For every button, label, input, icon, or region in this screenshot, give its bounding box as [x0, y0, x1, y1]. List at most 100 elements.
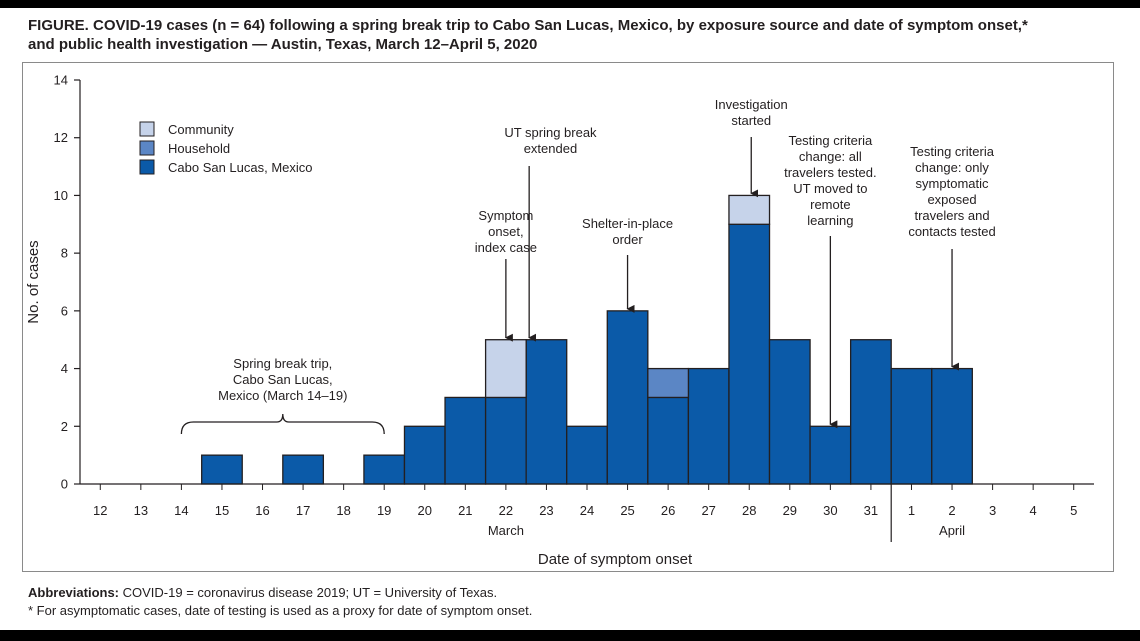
annotation-5-line-1: Testing criteria — [788, 133, 873, 148]
annotation-2-line-2: extended — [524, 141, 578, 156]
y-tick-label-4: 4 — [61, 361, 68, 376]
bar-cabo-san-lucas-mexico-15 — [201, 454, 243, 485]
footnotes: Abbreviations: COVID-19 = coronavirus di… — [28, 584, 532, 620]
bar-cabo-san-lucas-mexico-28 — [728, 223, 771, 485]
x-tick-label-30-18: 30 — [823, 503, 837, 518]
annotation-1-line-3: index case — [475, 240, 537, 255]
y-tick-label-0: 0 — [61, 477, 68, 492]
bar-cabo-san-lucas-mexico-27 — [687, 367, 730, 485]
abbreviations-text: COVID-19 = coronavirus disease 2019; UT … — [119, 585, 498, 600]
x-tick-label-2-21: 2 — [948, 503, 955, 518]
bottom-border-bar — [0, 630, 1140, 641]
bar-cabo-san-lucas-mexico-20 — [403, 425, 446, 485]
annotation-6-line-2: change: only — [915, 160, 989, 175]
y-tick-label-8: 8 — [61, 246, 68, 261]
legend-swatch-community — [139, 121, 155, 137]
legend-label-community: Community — [168, 122, 234, 137]
chart-frame — [22, 62, 1114, 572]
abbreviations-note: Abbreviations: COVID-19 = coronavirus di… — [28, 584, 532, 602]
bar-cabo-san-lucas-mexico-22 — [484, 396, 527, 485]
annotation-6-line-6: contacts tested — [908, 224, 995, 239]
x-tick-label-28-16: 28 — [742, 503, 756, 518]
x-tick-label-16-4: 16 — [255, 503, 269, 518]
annotation-4-line-2: started — [731, 113, 771, 128]
x-tick-label-31-19: 31 — [864, 503, 878, 518]
bracket-label-line-3: Mexico (March 14–19) — [218, 388, 347, 403]
x-tick-label-19-7: 19 — [377, 503, 391, 518]
figure-title-line-1: FIGURE. COVID-19 cases (n = 64) followin… — [28, 17, 1028, 34]
x-tick-label-21-9: 21 — [458, 503, 472, 518]
y-tick-label-12: 12 — [54, 130, 68, 145]
y-tick-label-14: 14 — [54, 73, 68, 88]
y-axis-title: No. of cases — [25, 240, 42, 323]
x-tick-label-20-8: 20 — [418, 503, 432, 518]
annotation-2-line-1: UT spring break — [504, 125, 597, 140]
x-tick-label-14-2: 14 — [174, 503, 188, 518]
y-tick-label-2: 2 — [61, 419, 68, 434]
x-tick-label-17-5: 17 — [296, 503, 310, 518]
x-tick-label-13-1: 13 — [134, 503, 148, 518]
bar-community-28 — [728, 194, 771, 225]
bar-cabo-san-lucas-mexico-19 — [363, 454, 406, 485]
annotation-3-line-2: order — [612, 232, 643, 247]
annotation-4-line-1: Investigation — [715, 97, 788, 112]
annotation-5-line-2: change: all — [799, 149, 862, 164]
x-tick-label-22-10: 22 — [499, 503, 513, 518]
month-label-april: April — [939, 523, 965, 538]
bar-cabo-san-lucas-mexico-30 — [809, 425, 852, 485]
bar-cabo-san-lucas-mexico-23 — [525, 339, 568, 485]
bar-cabo-san-lucas-mexico-24 — [566, 425, 608, 485]
month-label-march: March — [488, 523, 524, 538]
annotation-5-line-6: learning — [807, 213, 853, 228]
annotation-6-line-1: Testing criteria — [910, 144, 995, 159]
asterisk-footnote: * For asymptomatic cases, date of testin… — [28, 603, 533, 618]
annotation-1-line-2: onset, — [488, 224, 523, 239]
legend-label-cabo-san-lucas-mexico: Cabo San Lucas, Mexico — [168, 160, 313, 175]
chart-panel: 0 2 4 6 8 10 12 14 12 13 14 15 16 17 18 19 20 21 22 23 24 25 2… — [22, 62, 1114, 572]
bar-cabo-san-lucas-mexico-26 — [647, 396, 690, 485]
x-tick-label-18-6: 18 — [336, 503, 350, 518]
x-tick-label-3-22: 3 — [989, 503, 996, 518]
bar-cabo-san-lucas-mexico-31 — [849, 339, 892, 485]
bar-cabo-san-lucas-mexico-1 — [890, 367, 933, 485]
x-tick-label-1-20: 1 — [908, 503, 915, 518]
x-tick-label-24-12: 24 — [580, 503, 594, 518]
annotation-6-line-5: travelers and — [914, 208, 989, 223]
x-tick-label-5-24: 5 — [1070, 503, 1077, 518]
x-axis-title: Date of symptom onset — [538, 551, 693, 568]
x-tick-label-4-23: 4 — [1030, 503, 1037, 518]
annotation-6-line-4: exposed — [927, 192, 976, 207]
annotation-6-line-3: symptomatic — [916, 176, 989, 191]
bar-household-26 — [647, 367, 690, 399]
y-tick-label-10: 10 — [54, 188, 68, 203]
x-tick-label-23-11: 23 — [539, 503, 553, 518]
legend-swatch-cabo-san-lucas-mexico — [139, 159, 155, 175]
annotation-5-line-3: travelers tested. — [784, 165, 877, 180]
legend-swatch-household — [139, 140, 155, 156]
annotation-5-line-5: remote — [810, 197, 850, 212]
bracket-label-line-1: Spring break trip, — [233, 356, 332, 371]
bar-cabo-san-lucas-mexico-29 — [768, 339, 811, 485]
x-tick-label-12-0: 12 — [93, 503, 107, 518]
abbreviations-label: Abbreviations: — [28, 585, 120, 600]
bar-cabo-san-lucas-mexico-2 — [931, 367, 973, 485]
top-border-bar — [0, 0, 1140, 8]
annotation-3-line-1: Shelter-in-place — [582, 216, 673, 231]
figure-title: FIGURE. COVID-19 cases (n = 64) followin… — [28, 16, 1118, 54]
x-tick-label-27-15: 27 — [701, 503, 715, 518]
x-tick-label-26-14: 26 — [661, 503, 675, 518]
annotation-5-line-4: UT moved to — [793, 181, 867, 196]
y-tick-label-6: 6 — [61, 303, 68, 318]
bar-community-22 — [484, 339, 527, 399]
bar-cabo-san-lucas-mexico-25 — [606, 310, 649, 485]
x-tick-label-15-3: 15 — [215, 503, 229, 518]
spring-break-bracket — [180, 413, 385, 435]
legend-label-household: Household — [168, 141, 230, 156]
annotation-1-line-1: Symptom — [478, 208, 533, 223]
x-tick-label-25-13: 25 — [620, 503, 634, 518]
bar-cabo-san-lucas-mexico-21 — [444, 396, 487, 485]
figure-title-line-2: and public health investigation — Austin… — [28, 36, 538, 53]
bar-cabo-san-lucas-mexico-17 — [282, 454, 325, 485]
x-tick-label-29-17: 29 — [783, 503, 797, 518]
